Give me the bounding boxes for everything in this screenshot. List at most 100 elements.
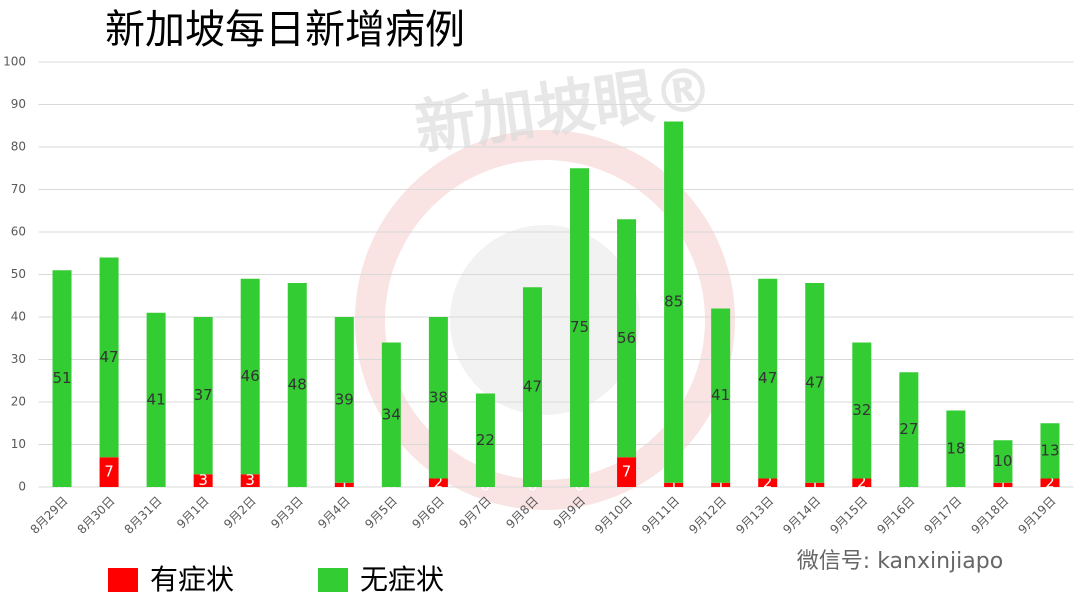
bar-segment [334,317,354,483]
legend: 有症状 无症状 [108,563,444,596]
y-tick-label: 100 [3,55,26,69]
bar-segment [805,482,825,487]
bar-segment [993,482,1013,487]
legend-swatch [108,568,138,592]
y-tick-label: 80 [11,140,26,154]
data-label: 1 [716,475,726,493]
bar-segment [334,482,354,487]
bar-segment [52,270,72,487]
bar-segment [758,478,778,487]
data-label: 1 [998,475,1008,493]
x-tick-label: 9月14日 [780,494,823,537]
bar-segment [99,457,119,487]
bar-segment [193,474,213,487]
data-label: 48 [288,376,307,394]
bar-segment [1040,423,1060,479]
data-label: 2 [1045,473,1055,491]
x-tick-label: 9月17日 [921,494,964,537]
legend-swatch [318,568,348,592]
bar-segment [993,440,1013,483]
data-label: 2 [857,473,867,491]
x-tick-label: 9月18日 [968,494,1011,537]
data-label: 85 [664,293,683,311]
watermark-logo-core [450,225,640,415]
bar-segment [617,457,637,487]
x-tick-label: 8月31日 [122,494,165,537]
y-tick-label: 90 [11,97,26,111]
data-label: 51 [52,369,71,387]
bar-segment [852,342,872,479]
y-tick-label: 0 [18,480,26,494]
bar-segment [475,393,495,487]
x-tick-label: 9月1日 [174,494,212,532]
data-label: 37 [194,386,213,404]
y-tick-label: 30 [11,352,26,366]
y-tick-label: 10 [11,437,26,451]
bar-segment [287,283,307,487]
bar-segment [758,278,778,479]
data-label: 34 [382,405,401,423]
data-label: 7 [622,463,632,481]
bar-segment [852,478,872,487]
data-label: 2 [434,473,444,491]
bar-segment [193,317,213,475]
credit: 微信号: kanxinjiapo [797,549,1003,574]
x-tick-label: 9月3日 [268,494,306,532]
y-tick-label: 20 [11,395,26,409]
bar-segment [711,482,731,487]
data-label: 38 [429,388,448,406]
bar-segment [240,278,260,475]
bar-segment [664,121,684,483]
data-label: 22 [476,431,495,449]
data-label: 10 [993,452,1012,470]
data-label: 7 [104,463,114,481]
bar-segment [805,283,825,483]
x-tick-label: 9月4日 [315,494,353,532]
x-tick-label: 9月19日 [1016,494,1059,537]
x-tick-label: 9月13日 [733,494,776,537]
legend-label: 无症状 [360,563,444,596]
bar-segment [899,372,919,487]
data-label: 39 [335,390,354,408]
bar-segment [664,482,684,487]
y-tick-label: 40 [11,310,26,324]
bar-segment [428,478,448,487]
data-label: 47 [100,348,119,366]
x-tick-label: 9月6日 [409,494,447,532]
bar-segment [146,312,166,487]
data-label: 18 [946,439,965,457]
data-label: 1 [810,475,820,493]
y-tick-label: 50 [11,267,26,281]
x-tick-label: 9月7日 [456,494,494,532]
data-label: 3 [198,471,208,489]
y-tick-label: 70 [11,182,26,196]
data-label: 27 [899,420,918,438]
data-label: 1 [669,475,679,493]
legend-label: 有症状 [150,563,234,596]
x-tick-label: 8月29日 [28,494,71,537]
x-tick-label: 9月5日 [362,494,400,532]
data-label: 47 [805,373,824,391]
data-label: 32 [852,401,871,419]
bar-segment [617,219,637,458]
data-label: 56 [617,329,636,347]
y-tick-label: 60 [11,225,26,239]
data-label: 3 [245,471,255,489]
data-label: 75 [570,318,589,336]
data-label: 1 [340,475,350,493]
bar-segment [240,474,260,487]
data-label: 46 [241,367,260,385]
x-tick-label: 8月30日 [75,494,118,537]
bar-segment [522,287,542,487]
x-tick-label: 9月12日 [686,494,729,537]
chart-title: 新加坡每日新增病例 [105,7,465,53]
data-label: 47 [523,378,542,396]
bar-segment [946,410,966,487]
data-label: 2 [763,473,773,491]
x-tick-label: 9月11日 [639,494,682,537]
data-label: 41 [147,390,166,408]
data-label: 41 [711,386,730,404]
bar-segment [711,308,731,483]
x-tick-label: 9月15日 [827,494,870,537]
